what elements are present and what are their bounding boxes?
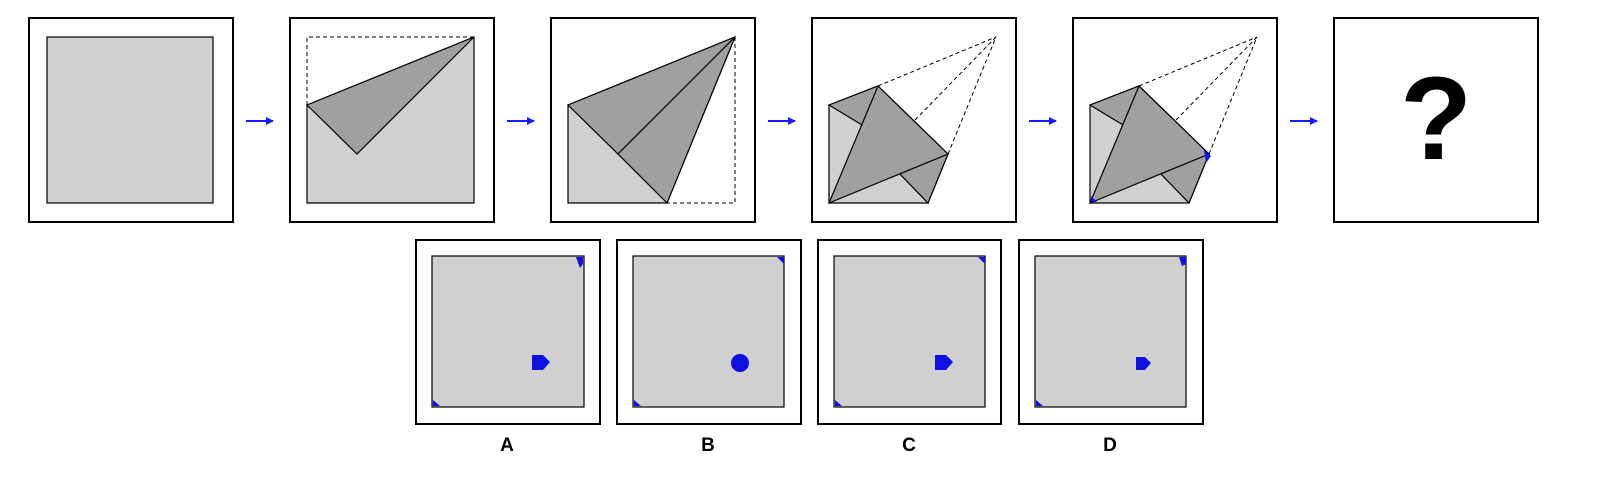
punch-hole-icon (1091, 196, 1097, 202)
option-d[interactable]: D (1018, 239, 1204, 456)
punch-hole-icon (978, 257, 985, 264)
option-a[interactable]: A (415, 239, 601, 456)
option-b[interactable]: B (616, 239, 802, 456)
punch-hole-icon (634, 400, 641, 406)
step-4-panel (811, 17, 1017, 223)
step-1-panel (28, 17, 234, 223)
punch-hole-icon (576, 257, 583, 268)
fold-outline (667, 37, 736, 204)
punch-hole-icon (1036, 400, 1043, 406)
punch-hole-icon (1136, 357, 1151, 370)
unfolded-paper (46, 36, 214, 204)
folded-flap (1088, 84, 1211, 205)
folded-flap (827, 84, 950, 205)
fold-outline (1138, 36, 1258, 155)
folded-flap (305, 36, 475, 155)
question-panel: ? (1333, 17, 1539, 223)
punch-hole-icon (532, 355, 550, 370)
option-a-label: A (500, 435, 514, 456)
option-c-label: C (902, 435, 916, 456)
option-d-label: D (1103, 435, 1117, 456)
fold-outline (306, 36, 474, 105)
fold-outline (877, 36, 997, 155)
punch-hole-icon (1204, 150, 1211, 163)
option-b-label: B (701, 435, 715, 456)
step-2-panel (289, 17, 495, 223)
punch-hole-icon (1179, 257, 1186, 266)
question-mark-icon: ? (1400, 53, 1472, 185)
folded-flap (617, 36, 736, 205)
punch-hole-icon (935, 355, 953, 370)
punch-hole-icon (433, 400, 440, 406)
punch-hole-icon (731, 354, 749, 372)
option-c[interactable]: C (817, 239, 1002, 456)
step-5-panel (1072, 17, 1278, 223)
punch-hole-icon (777, 257, 784, 264)
step-3-panel (550, 17, 756, 223)
punch-hole-icon (835, 400, 842, 406)
